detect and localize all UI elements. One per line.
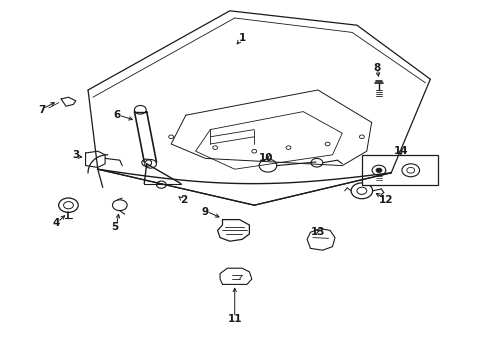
- Text: 8: 8: [372, 63, 379, 73]
- Text: 3: 3: [72, 150, 79, 160]
- Text: 10: 10: [259, 153, 273, 163]
- Text: 12: 12: [378, 195, 393, 205]
- Text: 9: 9: [202, 207, 208, 217]
- Circle shape: [375, 168, 381, 172]
- Text: 2: 2: [180, 195, 186, 205]
- FancyBboxPatch shape: [361, 155, 437, 185]
- Text: 14: 14: [393, 146, 407, 156]
- Text: 1: 1: [238, 33, 245, 43]
- Text: 4: 4: [52, 218, 60, 228]
- Text: 7: 7: [38, 105, 45, 115]
- Text: 13: 13: [310, 227, 325, 237]
- Text: 11: 11: [227, 314, 242, 324]
- Text: 6: 6: [114, 110, 121, 120]
- Text: 5: 5: [111, 222, 118, 232]
